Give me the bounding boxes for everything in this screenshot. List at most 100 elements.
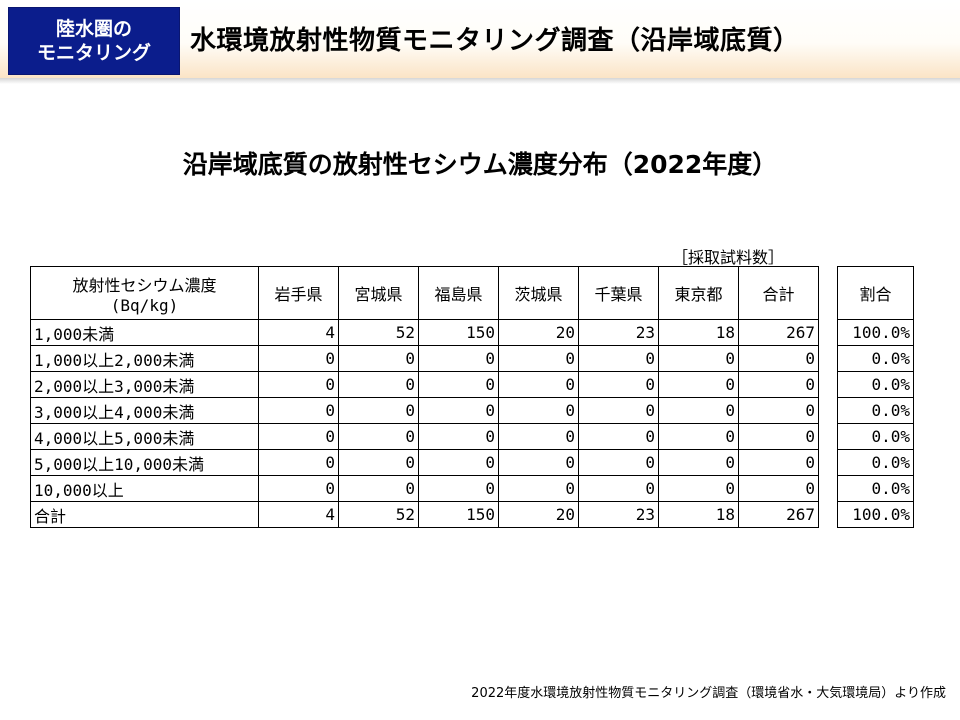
- table-cell: 0: [498, 371, 579, 398]
- table-cell: 0: [418, 449, 499, 476]
- table-cell: 23: [578, 501, 659, 528]
- table-cell: 267: [738, 319, 819, 346]
- table-cell: 0: [658, 449, 739, 476]
- badge-line-2: モニタリング: [36, 42, 151, 64]
- table-cell: 0: [498, 423, 579, 450]
- table-row: 3,000以上4,000未満 0 0 0 0 0 0 0: [30, 397, 819, 424]
- section-badge: 陸水圏の モニタリング: [8, 7, 180, 75]
- ratio-row: 0.0%: [837, 449, 914, 476]
- row-label: 1,000未満: [30, 319, 259, 346]
- table-cell: 267: [738, 501, 819, 528]
- table-row: 4,000以上5,000未満 0 0 0 0 0 0 0: [30, 423, 819, 450]
- table-cell: 0: [738, 371, 819, 398]
- table-cell: 18: [658, 501, 739, 528]
- column-header: 千葉県: [578, 266, 659, 320]
- table-cell: 20: [498, 319, 579, 346]
- table-cell: 0: [498, 345, 579, 372]
- row-label: 1,000以上2,000未満: [30, 345, 259, 372]
- table-cell: 0: [418, 397, 499, 424]
- table-cell: 0: [338, 475, 419, 502]
- table-cell: 0: [498, 475, 579, 502]
- column-header: 岩手県: [258, 266, 339, 320]
- header-divider: [0, 78, 960, 84]
- ratio-row: 0.0%: [837, 371, 914, 398]
- table-cell: 0: [418, 371, 499, 398]
- ratio-cell: 100.0%: [837, 319, 914, 346]
- table-cell: 0: [258, 345, 339, 372]
- table-cell: 0: [338, 345, 419, 372]
- table-cell: 0: [258, 449, 339, 476]
- ratio-cell: 0.0%: [837, 423, 914, 450]
- column-header: 茨城県: [498, 266, 579, 320]
- table-cell: 23: [578, 319, 659, 346]
- ratio-row: 100.0%: [837, 501, 914, 528]
- row-label: 合計: [30, 501, 259, 528]
- row-label: 3,000以上4,000未満: [30, 397, 259, 424]
- corner-header-line-2: (Bq/kg): [110, 295, 179, 315]
- column-header: 福島県: [418, 266, 499, 320]
- table-cell: 0: [658, 345, 739, 372]
- table-cell: 0: [578, 475, 659, 502]
- table-cell: 4: [258, 501, 339, 528]
- ratio-header-row: 割合: [837, 266, 914, 320]
- table-row: 10,000以上 0 0 0 0 0 0 0: [30, 475, 819, 502]
- table-cell: 0: [498, 397, 579, 424]
- table-cell: 0: [258, 475, 339, 502]
- ratio-row: 0.0%: [837, 423, 914, 450]
- table-cell: 150: [418, 319, 499, 346]
- table-row: 5,000以上10,000未満 0 0 0 0 0 0 0: [30, 449, 819, 476]
- row-label: 10,000以上: [30, 475, 259, 502]
- slide-header: 陸水圏の モニタリング 水環境放射性物質モニタリング調査（沿岸域底質）: [0, 0, 960, 78]
- ratio-cell: 100.0%: [837, 501, 914, 528]
- table-cell: 0: [418, 345, 499, 372]
- table-cell: 0: [738, 397, 819, 424]
- table-cell: 0: [578, 371, 659, 398]
- table-cell: 0: [578, 423, 659, 450]
- ratio-row: 100.0%: [837, 319, 914, 346]
- table-header-row: 放射性セシウム濃度 (Bq/kg) 岩手県 宮城県 福島県 茨城県 千葉県 東京…: [30, 266, 819, 320]
- slide-subtitle: 沿岸域底質の放射性セシウム濃度分布（2022年度）: [182, 150, 778, 179]
- column-header: 合計: [738, 266, 819, 320]
- table-cell: 0: [578, 345, 659, 372]
- table-cell: 20: [498, 501, 579, 528]
- table-cell: 0: [338, 397, 419, 424]
- table-cell: 0: [338, 371, 419, 398]
- table-cell: 0: [418, 423, 499, 450]
- concentration-table: 放射性セシウム濃度 (Bq/kg) 岩手県 宮城県 福島県 茨城県 千葉県 東京…: [30, 266, 819, 528]
- row-label: 5,000以上10,000未満: [30, 449, 259, 476]
- ratio-header: 割合: [837, 266, 914, 320]
- corner-header: 放射性セシウム濃度 (Bq/kg): [30, 266, 259, 320]
- table-cell: 0: [738, 345, 819, 372]
- row-label: 2,000以上3,000未満: [30, 371, 259, 398]
- table-row: 1,000未満 4 52 150 20 23 18 267: [30, 319, 819, 346]
- ratio-cell: 0.0%: [837, 345, 914, 372]
- ratio-row: 0.0%: [837, 345, 914, 372]
- table-cell: 0: [258, 423, 339, 450]
- column-header: 宮城県: [338, 266, 419, 320]
- table-row: 2,000以上3,000未満 0 0 0 0 0 0 0: [30, 371, 819, 398]
- table-cell: 0: [338, 449, 419, 476]
- table-unit-note: ［採取試料数］: [672, 248, 785, 267]
- ratio-cell: 0.0%: [837, 397, 914, 424]
- table-row: 合計 4 52 150 20 23 18 267: [30, 501, 819, 528]
- ratio-cell: 0.0%: [837, 449, 914, 476]
- table-cell: 0: [658, 397, 739, 424]
- table-cell: 0: [498, 449, 579, 476]
- table-cell: 0: [738, 475, 819, 502]
- badge-line-1: 陸水圏の: [55, 18, 132, 40]
- row-label: 4,000以上5,000未満: [30, 423, 259, 450]
- table-cell: 18: [658, 319, 739, 346]
- table-cell: 0: [258, 371, 339, 398]
- header-title: 水環境放射性物質モニタリング調査（沿岸域底質）: [190, 26, 800, 56]
- column-header: 東京都: [658, 266, 739, 320]
- ratio-row: 0.0%: [837, 475, 914, 502]
- ratio-cell: 0.0%: [837, 475, 914, 502]
- table-cell: 0: [578, 397, 659, 424]
- table-cell: 150: [418, 501, 499, 528]
- ratio-row: 0.0%: [837, 397, 914, 424]
- source-footnote: 2022年度水環境放射性物質モニタリング調査（環境省水・大気環境局）より作成: [471, 686, 946, 701]
- ratio-table: 割合 100.0% 0.0% 0.0% 0.0% 0.0% 0.0% 0.0% 100.0%: [837, 266, 914, 528]
- table-cell: 4: [258, 319, 339, 346]
- table-cell: 0: [578, 449, 659, 476]
- table-cell: 0: [658, 371, 739, 398]
